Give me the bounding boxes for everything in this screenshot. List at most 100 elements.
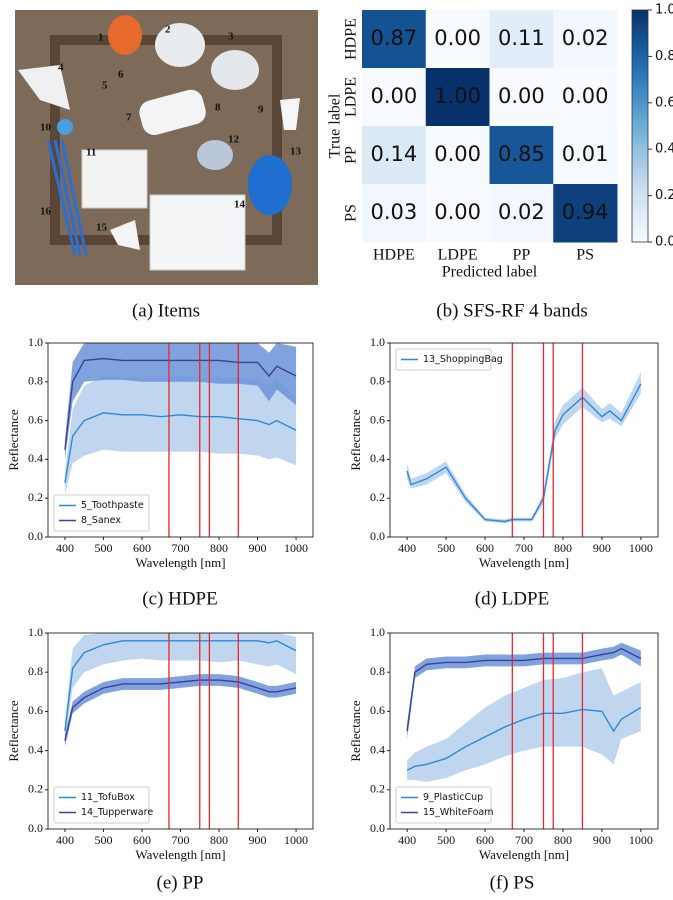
x-tick-label: LDPE xyxy=(438,247,478,264)
x-tick-label: 900 xyxy=(593,541,611,555)
x-tick-label: 400 xyxy=(56,541,74,555)
y-axis-label: True label xyxy=(327,93,344,158)
line xyxy=(64,679,297,741)
x-tick-label: 500 xyxy=(437,541,455,555)
y-tick-label: 0.0 xyxy=(370,529,385,543)
cell-label: 0.02 xyxy=(562,26,609,50)
legend-label: 8_Sanex xyxy=(81,515,121,526)
item xyxy=(81,149,148,209)
x-tick-label: 700 xyxy=(172,833,190,847)
x-tick-label: 1000 xyxy=(629,833,653,847)
legend: 13_ShoppingBag xyxy=(395,348,503,371)
cell-label: 0.00 xyxy=(434,142,481,166)
line xyxy=(64,640,297,732)
legend: 9_PlasticCup 15_WhiteFoam xyxy=(395,786,493,824)
y-tick-label: 1.0 xyxy=(28,335,43,349)
cell xyxy=(553,126,618,185)
plot-area xyxy=(64,633,297,747)
y-tick-label: 0.6 xyxy=(370,412,385,426)
legend-label: 14_Tupperware xyxy=(81,807,153,818)
x-tick-label: 800 xyxy=(210,541,228,555)
item-label: 10 xyxy=(40,122,52,134)
cell xyxy=(489,184,554,243)
cell xyxy=(489,10,554,69)
item-label: 16 xyxy=(40,206,52,218)
colorbar-tick-label: 0.4 xyxy=(655,142,673,157)
cell xyxy=(553,10,618,69)
y-tick-label: LDPE xyxy=(343,77,360,117)
x-tick-label: 400 xyxy=(56,833,74,847)
band xyxy=(407,668,641,782)
y-tick-label: 0.2 xyxy=(370,490,385,504)
line xyxy=(406,383,642,523)
cell-label: 0.00 xyxy=(370,84,417,108)
x-tick-label: 600 xyxy=(133,541,151,555)
cell-label: 0.03 xyxy=(370,200,417,224)
x-axis-label: Wavelength [nm] xyxy=(135,555,225,570)
item xyxy=(211,50,259,90)
line xyxy=(64,357,297,450)
x-axis-label: Wavelength [nm] xyxy=(479,847,569,862)
cell xyxy=(362,184,427,243)
item-label: 11 xyxy=(86,147,96,159)
y-axis-label: Reflectance xyxy=(348,700,363,762)
cell xyxy=(553,68,618,127)
line xyxy=(64,412,297,483)
legend-label: 9_PlasticCup xyxy=(423,792,483,803)
legend-box xyxy=(53,786,150,824)
cell-label: 0.02 xyxy=(498,200,545,224)
caption: (d) LDPE xyxy=(475,588,549,609)
item-label: 4 xyxy=(58,62,64,74)
cell-label: 0.85 xyxy=(498,142,545,166)
item-label: 5 xyxy=(102,80,108,92)
cell xyxy=(425,184,490,243)
item-label: 2 xyxy=(165,24,171,36)
x-tick-label: 400 xyxy=(398,541,416,555)
item-label: 8 xyxy=(215,102,221,114)
x-tick-label: 1000 xyxy=(284,541,308,555)
x-tick-label: 400 xyxy=(398,833,416,847)
y-axis-label: Reflectance xyxy=(6,409,21,471)
y-tick-label: 0.4 xyxy=(370,742,385,756)
cell-label: 0.94 xyxy=(562,200,609,224)
x-tick-label: 500 xyxy=(94,833,112,847)
cell-label: 0.00 xyxy=(434,26,481,50)
heatmap: 0.87 0.00 0.11 0.02 0.00 1.00 0.00 0.00 0.14 0.00… xyxy=(362,10,618,243)
colorbar-tick-label: 1.0 xyxy=(655,3,673,18)
item xyxy=(155,23,205,67)
item-label: 3 xyxy=(228,31,234,43)
item-label: 13 xyxy=(290,146,302,158)
cell-label: 1.00 xyxy=(434,84,481,108)
legend-label: 5_Toothpaste xyxy=(81,500,144,511)
colorbar-tick-label: 0.6 xyxy=(655,95,673,110)
y-tick-label: HDPE xyxy=(343,18,360,60)
caption: (f) PS xyxy=(490,872,535,893)
cell-label: 0.87 xyxy=(370,26,417,50)
y-tick-label: 1.0 xyxy=(28,625,43,639)
item-label: 15 xyxy=(96,222,108,234)
plot-area xyxy=(406,642,642,782)
item xyxy=(18,65,70,110)
x-tick-label: 500 xyxy=(437,833,455,847)
item xyxy=(110,220,140,250)
cell-label: 0.01 xyxy=(562,142,609,166)
y-tick-label: 0.2 xyxy=(370,782,385,796)
x-tick-label: 900 xyxy=(249,541,267,555)
y-tick-label: 0.0 xyxy=(370,821,385,835)
line xyxy=(406,706,642,771)
item-label: 9 xyxy=(258,104,264,116)
x-tick-label: 600 xyxy=(133,833,151,847)
line xyxy=(406,647,642,732)
legend-box xyxy=(53,494,150,532)
caption: (b) SFS-RF 4 bands xyxy=(436,300,588,321)
item xyxy=(149,194,246,271)
y-tick-label: 0.0 xyxy=(28,529,43,543)
x-tick-label: 800 xyxy=(554,833,572,847)
item-label: 7 xyxy=(126,112,132,124)
x-tick-label: 900 xyxy=(593,833,611,847)
item xyxy=(108,15,142,55)
x-axis-label: Wavelength [nm] xyxy=(135,847,225,862)
item xyxy=(197,140,233,170)
y-axis-label: Reflectance xyxy=(6,700,21,762)
